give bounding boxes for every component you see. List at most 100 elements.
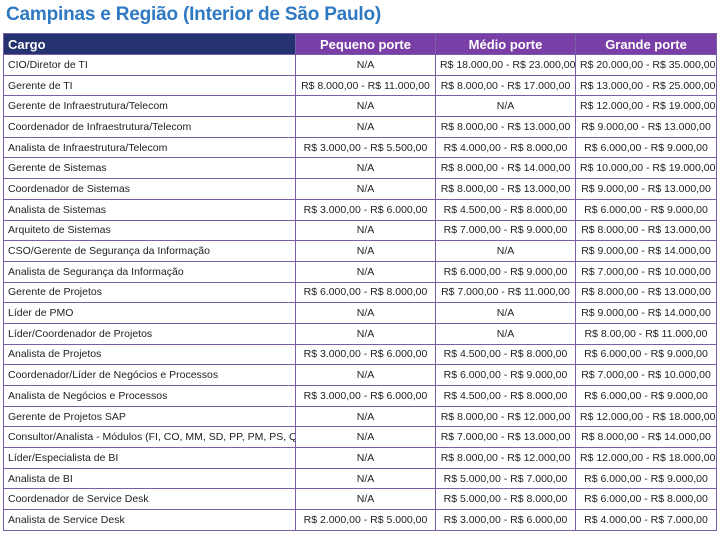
table-body: CIO/Diretor de TI N/A R$ 18.000,00 - R$ 23…	[3, 54, 717, 531]
grande-porte-cell: R$ 9.000,00 - R$ 13.000,00	[575, 178, 717, 200]
cargo-cell: Líder de PMO	[3, 302, 296, 324]
pequeno-porte-cell: R$ 3.000,00 - R$ 6.000,00	[295, 198, 436, 221]
cargo-cell: Analista de Sistemas	[3, 198, 296, 221]
pequeno-porte-cell: N/A	[295, 488, 436, 511]
medio-porte-cell: N/A	[435, 240, 576, 262]
pequeno-porte-cell: N/A	[295, 467, 436, 490]
table-row: Coordenador/Líder de Negócios e Processo…	[3, 364, 717, 386]
medio-porte-cell: R$ 4.500,00 - R$ 8.000,00	[435, 385, 576, 407]
page-title: Campinas e Região (Interior de São Paulo…	[6, 4, 382, 25]
pequeno-porte-cell: R$ 6.000,00 - R$ 8.000,00	[295, 281, 436, 304]
medio-porte-cell: R$ 8.000,00 - R$ 12.000,00	[435, 405, 576, 428]
cargo-cell: Analista de Projetos	[3, 343, 296, 366]
table-row: Analista de Service Desk R$ 2.000,00 - R$…	[3, 509, 717, 531]
grande-porte-cell: R$ 9.000,00 - R$ 14.000,00	[575, 302, 717, 324]
medio-porte-cell: R$ 8.000,00 - R$ 14.000,00	[435, 157, 576, 180]
pequeno-porte-cell: N/A	[295, 157, 436, 180]
header-row: Cargo Pequeno porte Médio porte Grande p…	[3, 33, 717, 55]
grande-porte-cell: R$ 10.000,00 - R$ 19.000,00	[575, 157, 717, 180]
grande-porte-cell: R$ 4.000,00 - R$ 7.000,00	[575, 509, 717, 531]
table-row: Analista de Infraestrutura/Telecom R$ 3.0…	[3, 136, 717, 159]
cargo-cell: Gerente de Projetos	[3, 281, 296, 304]
cargo-cell: Analista de Infraestrutura/Telecom	[3, 136, 296, 159]
table-row: Líder de PMO N/A N/A R$ 9.000,00 - R$ 14.00…	[3, 302, 717, 324]
pequeno-porte-cell: N/A	[295, 178, 436, 200]
pequeno-porte-cell: N/A	[295, 116, 436, 138]
medio-porte-cell: R$ 6.000,00 - R$ 9.000,00	[435, 364, 576, 386]
pequeno-porte-cell: R$ 8.000,00 - R$ 11.000,00	[295, 74, 436, 97]
cargo-cell: Arquiteto de Sistemas	[3, 219, 296, 242]
medio-porte-cell: R$ 8.000,00 - R$ 13.000,00	[435, 178, 576, 200]
cargo-cell: Líder/Coordenador de Projetos	[3, 322, 296, 345]
table-row: Gerente de Sistemas N/A R$ 8.000,00 - R$ 1…	[3, 157, 717, 180]
medio-porte-cell: N/A	[435, 322, 576, 345]
table-row: Analista de Negócios e Processos R$ 3.000…	[3, 385, 717, 407]
cargo-cell: Coordenador de Service Desk	[3, 488, 296, 511]
salary-table: Cargo Pequeno porte Médio porte Grande p…	[3, 33, 717, 531]
cargo-cell: Gerente de TI	[3, 74, 296, 97]
cargo-cell: CIO/Diretor de TI	[3, 54, 296, 76]
table-row: Analista de Segurança da Informação N/A R$…	[3, 260, 717, 283]
grande-porte-cell: R$ 8.000,00 - R$ 13.000,00	[575, 219, 717, 242]
pequeno-porte-cell: N/A	[295, 95, 436, 118]
table-row: Analista de BI N/A R$ 5.000,00 - R$ 7.000,…	[3, 467, 717, 490]
pequeno-porte-cell: N/A	[295, 364, 436, 386]
medio-porte-cell: R$ 4.000,00 - R$ 8.000,00	[435, 136, 576, 159]
pequeno-porte-cell: R$ 2.000,00 - R$ 5.000,00	[295, 509, 436, 531]
medio-porte-cell: R$ 5.000,00 - R$ 8.000,00	[435, 488, 576, 511]
table-header: Cargo Pequeno porte Médio porte Grande p…	[3, 33, 717, 55]
table-row: Analista de Sistemas R$ 3.000,00 - R$ 6.0…	[3, 198, 717, 221]
table-row: Analista de Projetos R$ 3.000,00 - R$ 6.0…	[3, 343, 717, 366]
pequeno-porte-cell: N/A	[295, 405, 436, 428]
grande-porte-cell: R$ 9.000,00 - R$ 14.000,00	[575, 240, 717, 262]
header-cargo: Cargo	[3, 33, 296, 55]
grande-porte-cell: R$ 13.000,00 - R$ 25.000,00	[575, 74, 717, 97]
grande-porte-cell: R$ 6.000,00 - R$ 9.000,00	[575, 198, 717, 221]
medio-porte-cell: R$ 8.000,00 - R$ 13.000,00	[435, 116, 576, 138]
grande-porte-cell: R$ 6.000,00 - R$ 8.000,00	[575, 488, 717, 511]
table-row: Coordenador de Service Desk N/A R$ 5.000,0…	[3, 488, 717, 511]
grande-porte-cell: R$ 12.000,00 - R$ 19.000,00	[575, 95, 717, 118]
table-row: Líder/Coordenador de Projetos N/A N/A R$ 8.…	[3, 322, 717, 345]
pequeno-porte-cell: N/A	[295, 447, 436, 469]
table-row: Gerente de Projetos SAP N/A R$ 8.000,00 - …	[3, 405, 717, 428]
pequeno-porte-cell: R$ 3.000,00 - R$ 5.500,00	[295, 136, 436, 159]
table-row: Gerente de Infraestrutura/Telecom N/A N/A R…	[3, 95, 717, 118]
cargo-cell: CSO/Gerente de Segurança da Informação	[3, 240, 296, 262]
table-row: Consultor/Analista - Módulos (FI, CO, MM…	[3, 426, 717, 449]
pequeno-porte-cell: N/A	[295, 240, 436, 262]
cargo-cell: Gerente de Sistemas	[3, 157, 296, 180]
pequeno-porte-cell: N/A	[295, 322, 436, 345]
cargo-cell: Analista de Service Desk	[3, 509, 296, 531]
medio-porte-cell: R$ 6.000,00 - R$ 9.000,00	[435, 260, 576, 283]
grande-porte-cell: R$ 8.000,00 - R$ 14.000,00	[575, 426, 717, 449]
pequeno-porte-cell: N/A	[295, 54, 436, 76]
grande-porte-cell: R$ 6.000,00 - R$ 9.000,00	[575, 343, 717, 366]
cargo-cell: Líder/Especialista de BI	[3, 447, 296, 469]
table-row: Gerente de Projetos R$ 6.000,00 - R$ 8.00…	[3, 281, 717, 304]
table-row: Arquiteto de Sistemas N/A R$ 7.000,00 - R$…	[3, 219, 717, 242]
cargo-cell: Coordenador de Sistemas	[3, 178, 296, 200]
pequeno-porte-cell: N/A	[295, 426, 436, 449]
table-row: Gerente de TI R$ 8.000,00 - R$ 11.000,00 R…	[3, 74, 717, 97]
medio-porte-cell: R$ 18.000,00 - R$ 23.000,00	[435, 54, 576, 76]
pequeno-porte-cell: N/A	[295, 219, 436, 242]
medio-porte-cell: R$ 8.000,00 - R$ 12.000,00	[435, 447, 576, 469]
table-row: Líder/Especialista de BI N/A R$ 8.000,00 -…	[3, 447, 717, 469]
medio-porte-cell: R$ 7.000,00 - R$ 13.000,00	[435, 426, 576, 449]
medio-porte-cell: R$ 4.500,00 - R$ 8.000,00	[435, 198, 576, 221]
grande-porte-cell: R$ 7.000,00 - R$ 10.000,00	[575, 364, 717, 386]
cargo-cell: Coordenador de Infraestrutura/Telecom	[3, 116, 296, 138]
table-row: Coordenador de Infraestrutura/Telecom N/A…	[3, 116, 717, 138]
grande-porte-cell: R$ 12.000,00 - R$ 18.000,00	[575, 405, 717, 428]
grande-porte-cell: R$ 8.00,00 - R$ 11.000,00	[575, 322, 717, 345]
header-grande-porte: Grande porte	[575, 33, 717, 55]
medio-porte-cell: R$ 5.000,00 - R$ 7.000,00	[435, 467, 576, 490]
medio-porte-cell: R$ 7.000,00 - R$ 11.000,00	[435, 281, 576, 304]
grande-porte-cell: R$ 9.000,00 - R$ 13.000,00	[575, 116, 717, 138]
pequeno-porte-cell: R$ 3.000,00 - R$ 6.000,00	[295, 343, 436, 366]
medio-porte-cell: R$ 7.000,00 - R$ 9.000,00	[435, 219, 576, 242]
cargo-cell: Gerente de Projetos SAP	[3, 405, 296, 428]
pequeno-porte-cell: N/A	[295, 302, 436, 324]
medio-porte-cell: N/A	[435, 302, 576, 324]
